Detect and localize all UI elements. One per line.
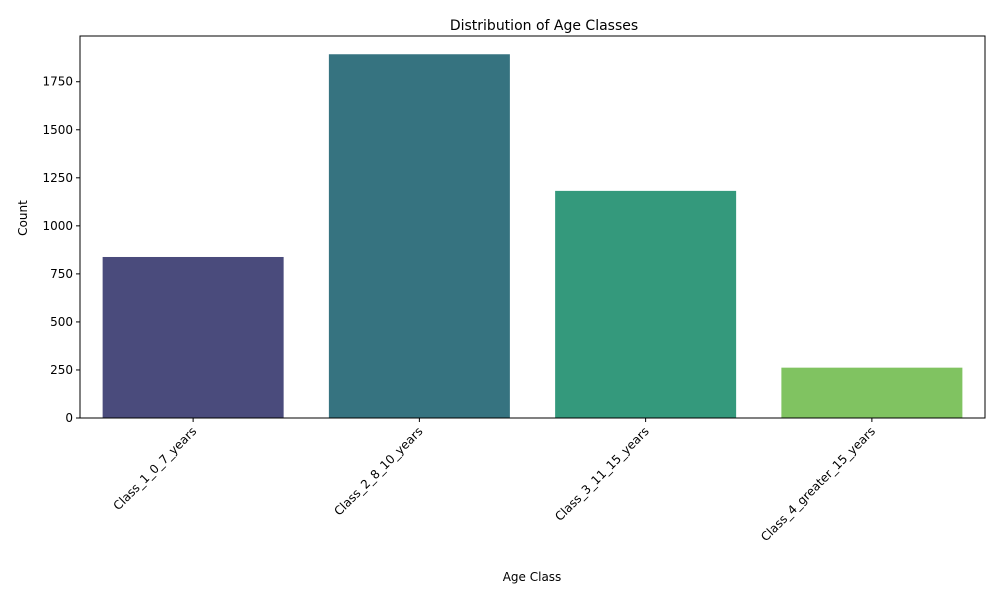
bar-Class_2_8_10_years	[328, 54, 510, 418]
x-tick-label: Class_1_0_7_years	[111, 424, 200, 513]
y-tick-label: 1000	[42, 219, 73, 233]
x-tick-label: Class_4_greater_15_years	[758, 424, 878, 544]
y-tick-label: 500	[50, 315, 73, 329]
y-axis-label: Count	[16, 200, 30, 236]
x-tick-label: Class_2_8_10_years	[331, 424, 425, 518]
bar-Class_1_0_7_years	[102, 256, 284, 418]
bar-Class_3_11_15_years	[555, 190, 737, 418]
y-tick-label: 250	[50, 363, 73, 377]
plot-frame	[79, 35, 986, 419]
bar-Class_4_greater_15_years	[781, 367, 963, 418]
x-tick-label: Class_3_11_15_years	[552, 424, 652, 524]
y-tick-label: 750	[50, 267, 73, 281]
x-axis-label: Age Class	[503, 570, 562, 584]
y-tick-label: 1750	[42, 75, 73, 89]
plot-area: 0 250 500 750 1000 1250 1500 1750 Class_1_0_7_ye…	[42, 35, 986, 544]
chart-title: Distribution of Age Classes	[450, 18, 638, 34]
y-tick-label: 1250	[42, 171, 73, 185]
y-tick-label: 1500	[42, 123, 73, 137]
y-tick-label: 0	[65, 411, 73, 425]
